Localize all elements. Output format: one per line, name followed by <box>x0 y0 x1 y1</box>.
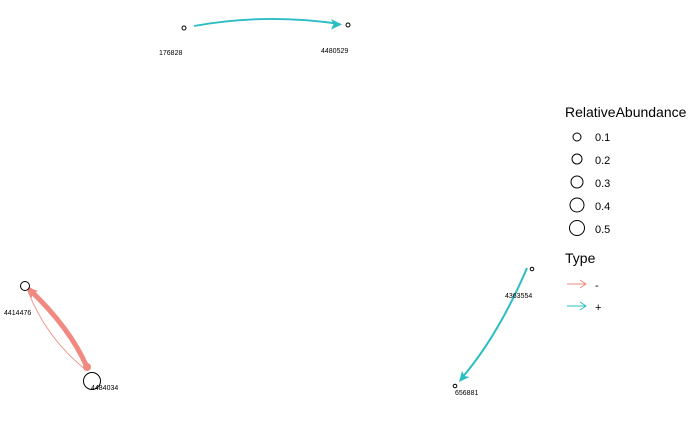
edge-negative-thick <box>27 287 90 370</box>
legend-size-symbol <box>569 220 585 236</box>
legend-size-title: RelativeAbundance <box>565 104 687 120</box>
node-label-4480529: 4480529 <box>321 48 348 55</box>
legend-size-label: 0.4 <box>595 201 610 213</box>
legend-size-label: 0.5 <box>595 224 610 236</box>
node-4414476[interactable] <box>20 281 30 291</box>
legend-size-label: 0.2 <box>595 155 610 167</box>
labels-layer: 176828 4480529 4414476 4484034 4363554 6… <box>4 48 532 397</box>
node-label-4363554: 4363554 <box>505 293 532 300</box>
node-label-176828: 176828 <box>159 50 182 57</box>
edge-positive <box>193 18 341 27</box>
legend-size-symbol <box>569 197 585 213</box>
nodes-layer <box>20 22 535 390</box>
node-label-656881: 656881 <box>455 390 478 397</box>
arrowhead-positive <box>331 19 342 30</box>
arrowhead-negative-end <box>83 363 91 371</box>
node-label-4484034: 4484034 <box>91 385 118 392</box>
legend-size-label: 0.1 <box>595 132 610 144</box>
node-176828[interactable] <box>181 25 187 31</box>
node-4480529[interactable] <box>345 22 351 28</box>
legend-size-symbol <box>571 153 583 165</box>
arrowhead-positive <box>459 371 470 382</box>
legend-relative-abundance: RelativeAbundance 0.1 0.2 0.3 0.4 0.5 <box>565 104 687 236</box>
legend-type-label: - <box>595 280 599 292</box>
arrow-negative-icon <box>579 279 587 289</box>
legend-size-symbol <box>572 132 582 142</box>
edge-positive <box>460 267 528 380</box>
edge-negative-thin <box>27 290 87 371</box>
legend-size-symbol <box>570 175 584 189</box>
legend-type: Type - + <box>565 250 601 314</box>
edges-layer <box>27 18 528 382</box>
legend-type-title: Type <box>565 250 596 266</box>
legend-type-label: + <box>595 302 601 314</box>
node-4363554[interactable] <box>529 266 535 272</box>
arrow-positive-icon <box>579 301 587 311</box>
node-label-4414476: 4414476 <box>4 310 31 317</box>
arrowhead-negative <box>27 287 38 299</box>
node-4484034[interactable] <box>83 372 101 390</box>
legend-size-label: 0.3 <box>595 178 610 190</box>
node-656881[interactable] <box>452 383 458 389</box>
